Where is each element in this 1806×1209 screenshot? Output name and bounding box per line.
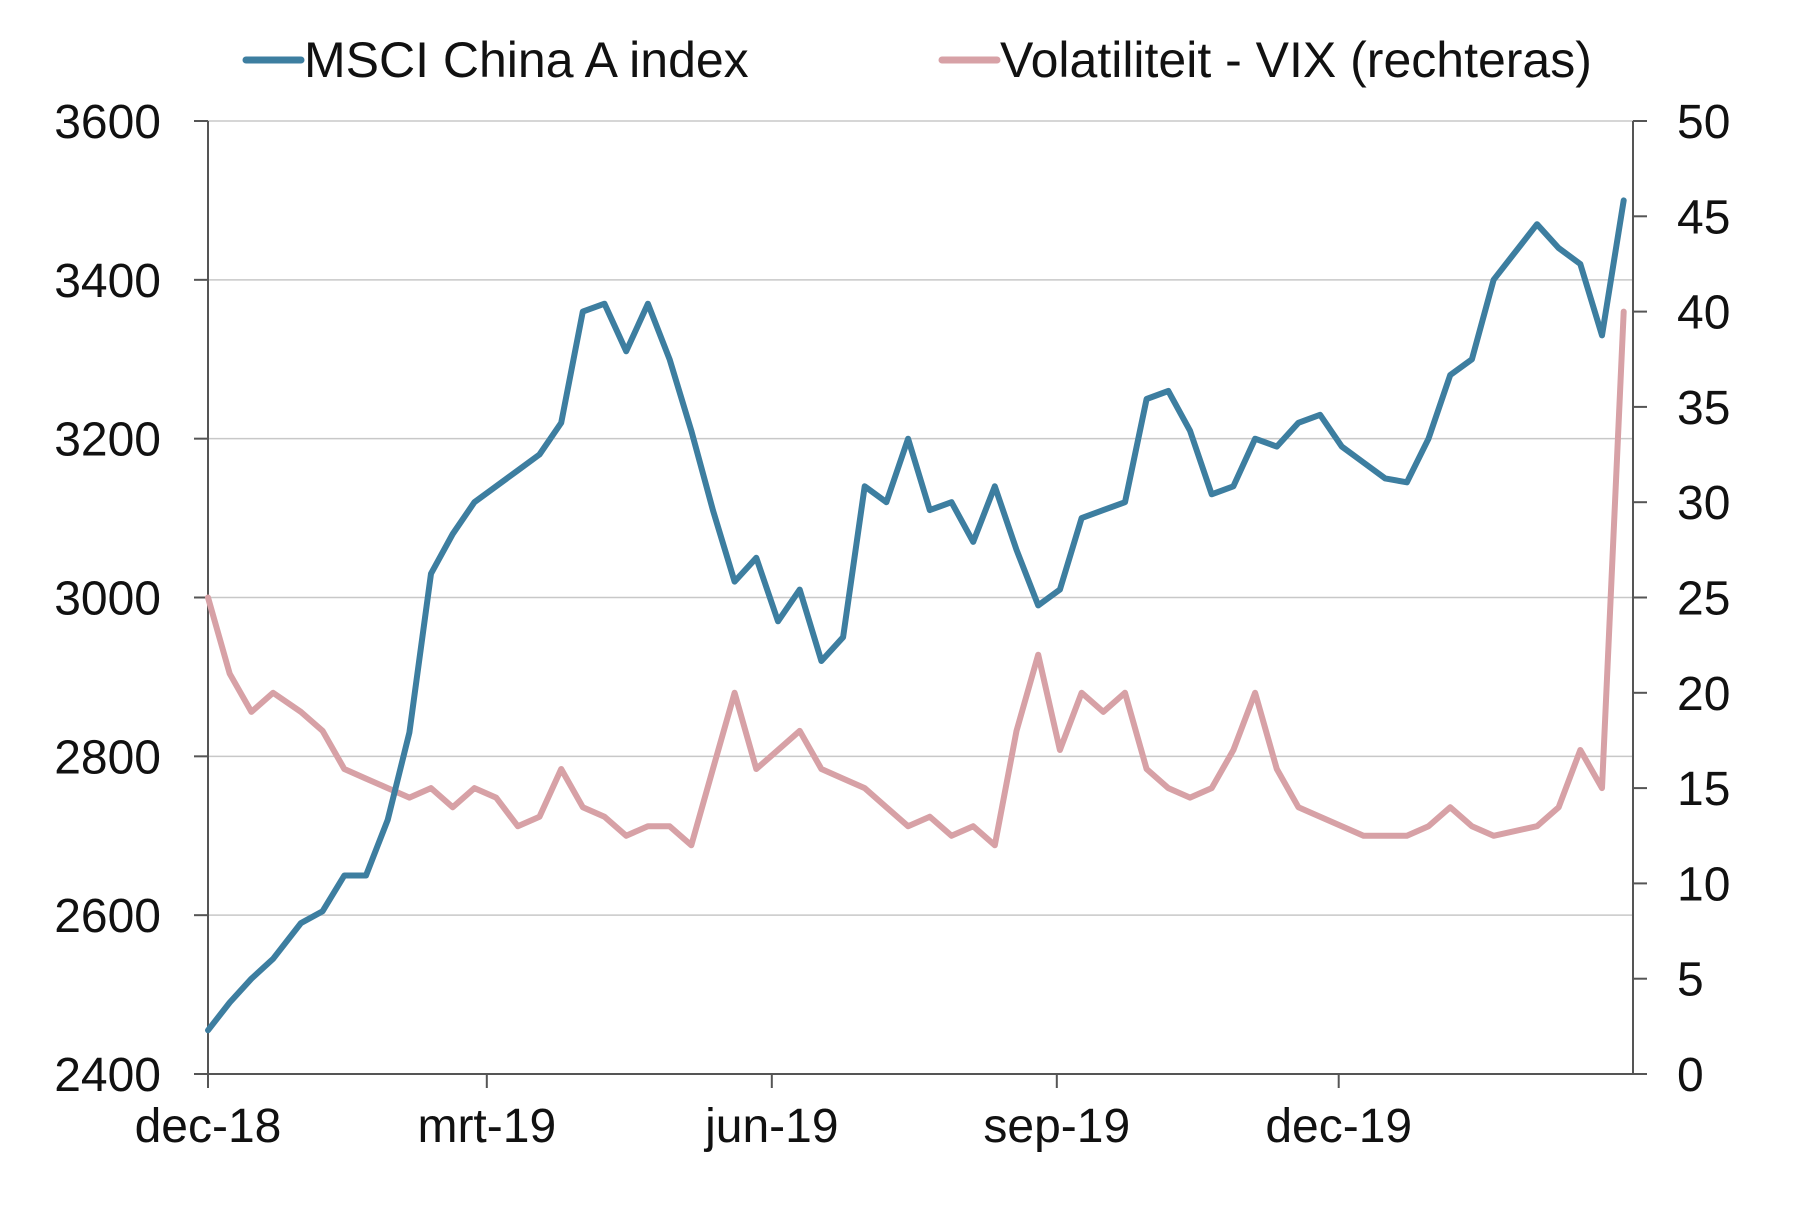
y-right-tick-label: 20 — [1677, 668, 1730, 721]
y-left-tick-label: 3200 — [54, 414, 161, 467]
y-left-tick-label: 3000 — [54, 573, 161, 626]
y-right-tick-label: 35 — [1677, 382, 1730, 435]
series-layer — [205, 197, 1627, 1034]
legend: MSCI China A index Volatiliteit - VIX (re… — [242, 32, 1592, 88]
y-left-tick-label: 2600 — [54, 890, 161, 943]
legend-item-vix-label: Volatiliteit - VIX (rechteras) — [1000, 32, 1592, 88]
gridlines — [208, 120, 1633, 916]
y-right-tick-label: 30 — [1677, 477, 1730, 530]
x-tick-label: dec-19 — [1265, 1100, 1412, 1153]
axes: 2400 2600 2800 3000 3200 3400 3600 0 5 10 15 20 25 30… — [54, 96, 1730, 1153]
y-left-tick-label: 3400 — [54, 255, 161, 308]
x-tick-label: jun-19 — [703, 1100, 838, 1153]
y-right-tick-label: 45 — [1677, 191, 1730, 244]
series-line-msci — [205, 197, 1627, 1034]
x-tick-label: sep-19 — [983, 1100, 1130, 1153]
y-right-tick-label: 50 — [1677, 96, 1730, 149]
y-right-tick-label: 40 — [1677, 287, 1730, 340]
x-tick-label: mrt-19 — [417, 1100, 556, 1153]
y-left-tick-label: 2400 — [54, 1049, 161, 1102]
y-right-tick-label: 10 — [1677, 858, 1730, 911]
legend-item-msci-label: MSCI China A index — [304, 32, 749, 88]
y-left-tick-label: 3600 — [54, 96, 161, 149]
y-right-tick-label: 15 — [1677, 763, 1730, 816]
y-right-tick-label: 0 — [1677, 1049, 1704, 1102]
y-right-tick-label: 25 — [1677, 573, 1730, 626]
y-left-tick-label: 2800 — [54, 731, 161, 784]
x-tick-label: dec-18 — [135, 1100, 282, 1153]
series-line-vix — [205, 308, 1627, 849]
y-right-tick-label: 5 — [1677, 954, 1704, 1007]
